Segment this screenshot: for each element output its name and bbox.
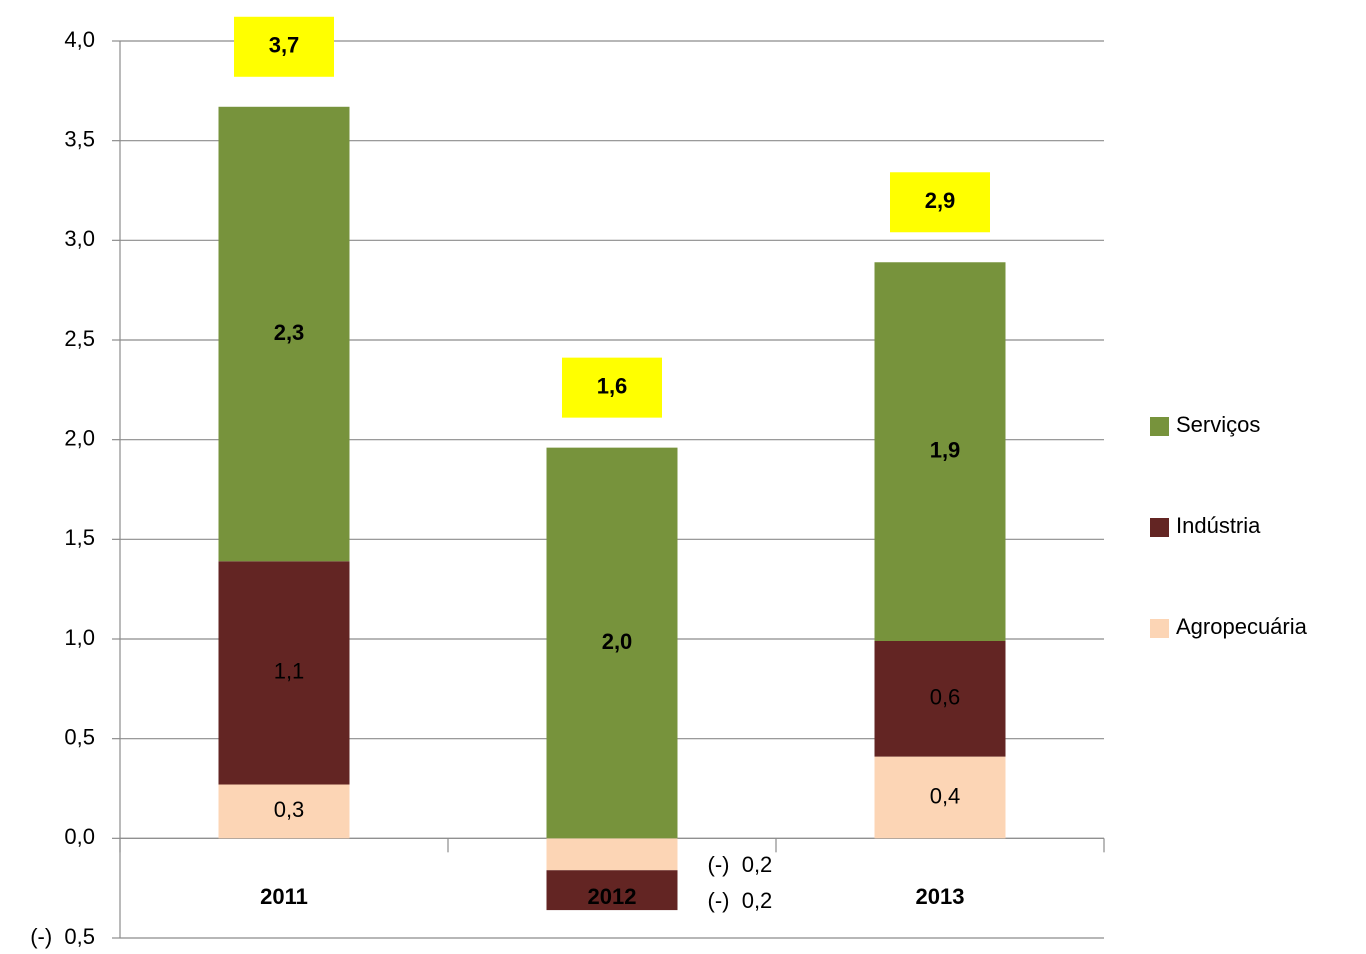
value-label: (-) 0,2 (708, 852, 773, 877)
y-tick-label: 2,5 (64, 326, 95, 351)
y-tick-label: 3,0 (64, 226, 95, 251)
value-label: 0,3 (274, 797, 305, 822)
bar-segment (546, 870, 678, 911)
legend-label: Indústria (1176, 513, 1261, 538)
bar-segment (874, 640, 1006, 757)
legend-label: Agropecuária (1176, 614, 1308, 639)
legend-label: Serviços (1176, 412, 1260, 437)
value-label: 0,4 (930, 783, 961, 808)
total-box (890, 172, 990, 233)
value-label: 1,9 (930, 437, 961, 462)
y-tick-label: 0,5 (64, 724, 95, 749)
bar-segment (218, 784, 350, 839)
bar-segment (218, 561, 350, 785)
y-tick-label: 1,0 (64, 625, 95, 650)
y-tick-label: 3,5 (64, 126, 95, 151)
bar-segment (218, 106, 350, 562)
y-tick-label: 2,0 (64, 425, 95, 450)
y-tick-label: 1,5 (64, 525, 95, 550)
legend-swatch (1150, 518, 1169, 537)
value-label: 2,3 (274, 320, 305, 345)
value-label: (-) 0,2 (708, 888, 773, 913)
total-label: 2,9 (925, 188, 956, 213)
total-box (234, 16, 334, 77)
bar-segment (874, 756, 1006, 839)
x-tick-label: 2013 (916, 884, 965, 909)
bar-segment (874, 262, 1006, 641)
y-tick-label: 4,0 (64, 27, 95, 52)
y-tick-label: 0,0 (64, 824, 95, 849)
total-label: 1,6 (597, 373, 628, 398)
x-tick-label: 2011 (260, 884, 308, 909)
legend-swatch (1150, 417, 1169, 436)
x-tick-label: 2012 (588, 884, 637, 909)
bar-segment (546, 838, 678, 871)
value-label: 2,0 (602, 629, 633, 654)
total-label: 3,7 (269, 33, 300, 58)
y-tick-label: (-) 0,5 (30, 924, 95, 949)
total-box (562, 357, 662, 418)
bar-segment (546, 447, 678, 839)
value-label: 1,1 (274, 659, 305, 684)
value-label: 0,6 (930, 685, 961, 710)
legend-swatch (1150, 619, 1169, 638)
